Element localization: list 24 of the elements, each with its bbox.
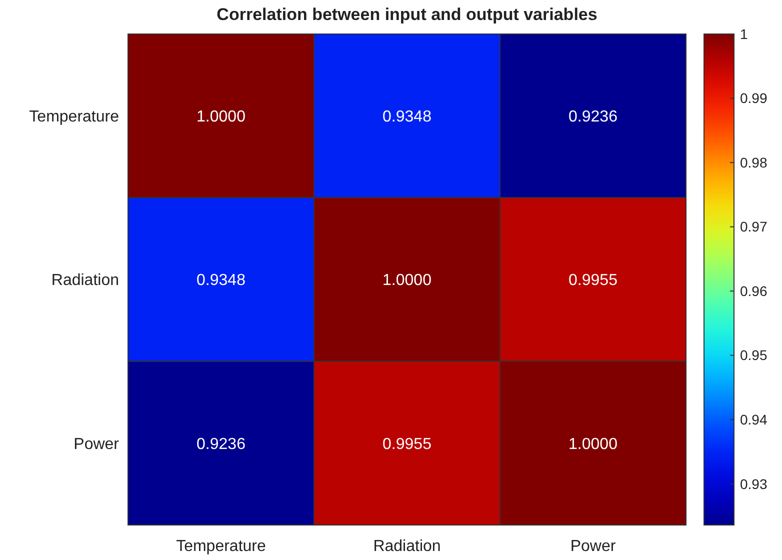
x-tick-label: Power xyxy=(570,538,616,555)
y-tick-label: Radiation xyxy=(51,272,119,290)
color-bar-label: 1 xyxy=(740,26,748,42)
data-label: 0.9348 xyxy=(196,272,246,290)
data-label: 0.9955 xyxy=(382,436,432,453)
chart-title: Correlation between input and output variables xyxy=(216,5,598,24)
color-bar-label: 0.95 xyxy=(740,347,768,364)
data-label: 0.9348 xyxy=(382,108,432,126)
y-tick-label: Temperature xyxy=(29,108,120,126)
data-label: 0.9236 xyxy=(568,108,618,126)
y-tick-label: Power xyxy=(74,436,120,453)
data-label: 1.0000 xyxy=(568,436,618,453)
color-bar-label: 0.98 xyxy=(740,154,768,170)
data-label: 1.0000 xyxy=(382,272,432,290)
color-bar-label: 0.93 xyxy=(740,476,768,492)
color-bar-label: 0.99 xyxy=(740,90,768,106)
data-label: 0.9236 xyxy=(196,436,246,453)
color-bar-label: 0.94 xyxy=(740,412,768,428)
data-label: 0.9955 xyxy=(568,272,618,290)
data-label: 1.0000 xyxy=(196,108,246,126)
x-tick-label: Radiation xyxy=(373,538,441,555)
color-bar-label: 0.96 xyxy=(740,282,768,299)
color-bar-label: 0.97 xyxy=(740,218,768,235)
x-tick-label: Temperature xyxy=(176,538,266,555)
